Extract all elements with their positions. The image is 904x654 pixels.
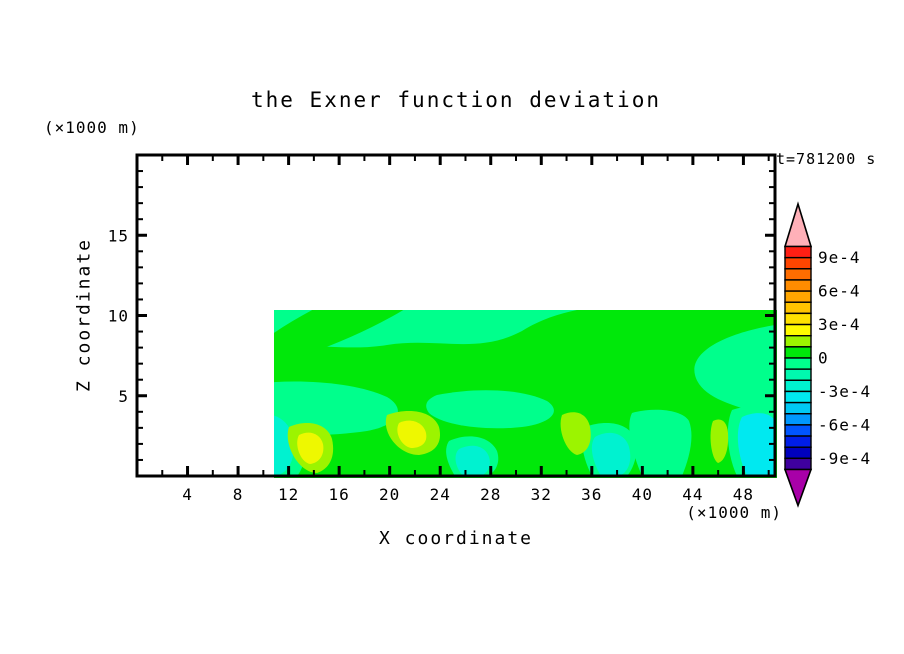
x-tick-label: 8 xyxy=(233,485,244,504)
contour-patch xyxy=(195,417,230,473)
colorbar-segment xyxy=(784,357,812,370)
contour-patch xyxy=(274,415,294,476)
x-tick-label: 36 xyxy=(581,485,602,504)
colorbar: 9e-4 6e-4 3e-4 0 -3e-4 -6e-4 -9e-4 xyxy=(783,201,871,508)
contour-patch xyxy=(397,420,427,448)
timestamp-label: t=781200 s xyxy=(776,150,877,168)
colorbar-label: -9e-4 xyxy=(818,449,871,468)
colorbar-segment xyxy=(784,335,812,348)
contour-field xyxy=(132,167,777,478)
contour-patch xyxy=(455,445,490,476)
y-tick-label: 5 xyxy=(118,387,129,406)
colorbar-arrow-down xyxy=(783,468,813,508)
colorbar-segment xyxy=(784,256,812,270)
x-tick-label: 44 xyxy=(682,485,703,504)
colorbar-segment xyxy=(784,279,812,292)
colorbar-label: 9e-4 xyxy=(818,248,861,267)
y-tick-label: 10 xyxy=(108,307,129,326)
colorbar-segment xyxy=(784,245,812,259)
contour-patch xyxy=(467,210,774,268)
x-axis-title: X coordinate xyxy=(378,528,534,549)
contour-patch xyxy=(510,291,528,306)
x-tick-label: 12 xyxy=(278,485,299,504)
contour-patch xyxy=(145,425,160,444)
x-tick-label: 48 xyxy=(733,485,754,504)
colorbar-segment xyxy=(784,379,812,393)
colorbar-segment xyxy=(784,457,812,471)
colorbar-arrow-up xyxy=(783,201,813,248)
plot-title: the Exner function deviation xyxy=(250,88,661,112)
colorbar-segment xyxy=(784,290,812,303)
contour-patch xyxy=(694,325,775,417)
colorbar-label: -6e-4 xyxy=(818,415,871,434)
x-tick-label: 16 xyxy=(329,485,350,504)
x-axis-unit-label: (×1000 m) xyxy=(686,503,782,522)
contour-patch xyxy=(629,409,692,476)
colorbar-segment xyxy=(784,312,812,326)
colorbar-segment xyxy=(784,424,812,437)
colorbar-label: -3e-4 xyxy=(818,382,871,401)
colorbar-segment xyxy=(784,435,812,448)
colorbar-segment xyxy=(784,413,812,426)
colorbar-segment xyxy=(784,401,812,415)
x-tick-label: 24 xyxy=(430,485,451,504)
x-tick-label: 4 xyxy=(182,485,193,504)
contour-patch xyxy=(737,413,775,476)
colorbar-label: 6e-4 xyxy=(818,282,861,301)
contour-patch xyxy=(426,390,554,429)
colorbar-label: 3e-4 xyxy=(818,315,861,334)
contour-patch xyxy=(195,406,208,421)
contour-patch xyxy=(155,458,182,476)
y-tick-label: 15 xyxy=(108,226,129,245)
contour-patch xyxy=(132,186,382,253)
contour-patch xyxy=(274,310,404,361)
colorbar-segment xyxy=(784,446,812,460)
contour-patch xyxy=(137,167,342,196)
y-axis-unit-label: (×1000 m) xyxy=(44,118,140,137)
x-tick-label: 40 xyxy=(632,485,653,504)
colorbar-segment xyxy=(784,368,812,381)
contour-patch xyxy=(145,450,193,476)
contour-patch xyxy=(560,412,591,455)
colorbar-label: 0 xyxy=(818,349,829,368)
x-tick-label: 32 xyxy=(531,485,552,504)
colorbar-segment xyxy=(784,390,812,404)
contour-patch xyxy=(297,432,324,464)
colorbar-segment xyxy=(784,323,812,337)
contour-patch xyxy=(710,419,729,463)
contour-patch xyxy=(591,432,631,476)
contour-patch xyxy=(274,381,398,436)
colorbar-segment xyxy=(784,301,812,315)
x-tick-label: 28 xyxy=(480,485,501,504)
x-tick-label: 20 xyxy=(379,485,400,504)
colorbar-segment xyxy=(784,346,812,359)
colorbar-segment xyxy=(784,268,812,281)
